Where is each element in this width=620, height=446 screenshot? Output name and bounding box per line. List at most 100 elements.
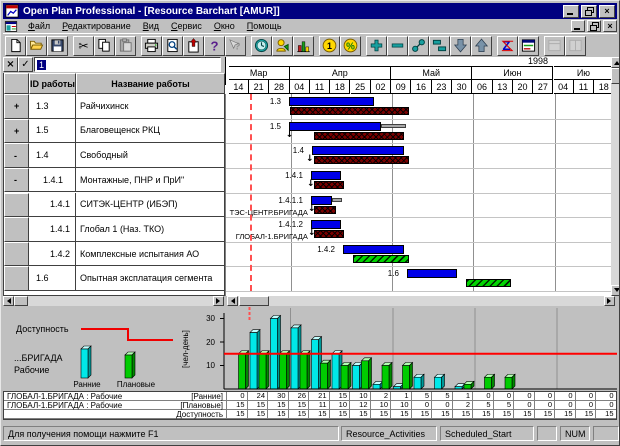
early-bar[interactable] bbox=[406, 269, 457, 279]
resource-value-cell[interactable]: 15 bbox=[226, 410, 247, 418]
resource-value-cell[interactable]: 15 bbox=[431, 410, 452, 418]
resource-value-cell[interactable]: 0 bbox=[533, 392, 555, 400]
gantt-hscrollbar[interactable] bbox=[227, 296, 615, 306]
late-bar[interactable] bbox=[313, 205, 336, 214]
row-expander[interactable]: + bbox=[4, 94, 29, 119]
resources-button[interactable] bbox=[272, 35, 293, 56]
resource-value-cell[interactable]: 15 bbox=[472, 410, 493, 418]
table-scroll-right-button[interactable] bbox=[213, 296, 224, 306]
late-bar[interactable] bbox=[313, 131, 404, 140]
resource-value-cell[interactable]: 10 bbox=[349, 392, 370, 400]
resource-value-cell[interactable]: 10 bbox=[328, 401, 350, 409]
resource-value-cell[interactable]: 15 bbox=[246, 410, 268, 418]
resource-value-cell[interactable]: 0 bbox=[472, 392, 493, 400]
mdi-restore-button[interactable] bbox=[587, 20, 601, 32]
gantt-scroll-right-button[interactable] bbox=[604, 296, 615, 306]
scroll-down-button[interactable] bbox=[611, 285, 619, 296]
early-bar[interactable] bbox=[310, 220, 341, 230]
activity-name-cell[interactable]: Глобал 1 (Наз. ТКО) bbox=[76, 217, 225, 242]
activity-name-cell[interactable]: Свободный bbox=[76, 143, 225, 168]
move-up-button[interactable] bbox=[471, 35, 492, 56]
resource-value-cell[interactable]: 0 bbox=[431, 401, 452, 409]
cost-button[interactable]: 1 bbox=[319, 35, 340, 56]
menu-Окно[interactable]: Окно bbox=[213, 21, 235, 31]
resource-value-cell[interactable]: 15 bbox=[533, 410, 555, 418]
resource-value-cell[interactable]: 30 bbox=[267, 392, 288, 400]
late-bar[interactable] bbox=[313, 180, 344, 189]
move-down-button[interactable] bbox=[450, 35, 471, 56]
resource-value-cell[interactable]: 0 bbox=[574, 401, 596, 409]
resource-value-cell[interactable]: 10 bbox=[390, 401, 411, 409]
minimize-button[interactable] bbox=[563, 4, 579, 18]
help-button[interactable]: ? bbox=[204, 35, 225, 56]
resource-value-cell[interactable]: 15 bbox=[328, 392, 350, 400]
open-folder-button[interactable] bbox=[26, 35, 47, 56]
resource-value-cell[interactable]: 2 bbox=[369, 392, 391, 400]
histogram-button[interactable] bbox=[293, 35, 314, 56]
resource-value-cell[interactable]: 1 bbox=[390, 392, 411, 400]
activity-name-cell[interactable]: Опытная эксплатация сегмента bbox=[76, 266, 225, 291]
update-button[interactable] bbox=[183, 35, 204, 56]
activity-name-cell[interactable]: Монтажные, ПНР и ПрИ" bbox=[76, 167, 225, 193]
resource-value-cell[interactable]: 15 bbox=[595, 410, 616, 418]
early-bar[interactable] bbox=[343, 244, 404, 254]
resource-value-cell[interactable]: 0 bbox=[533, 401, 555, 409]
late-bar[interactable] bbox=[290, 107, 409, 115]
print-button[interactable] bbox=[141, 35, 162, 56]
gantt-scroll-left-button[interactable] bbox=[227, 296, 238, 306]
resource-value-cell[interactable]: 15 bbox=[267, 401, 288, 409]
row-expander[interactable]: + bbox=[4, 118, 29, 144]
early-bar[interactable] bbox=[311, 146, 404, 156]
gantt-hscroll-thumb[interactable] bbox=[239, 296, 269, 306]
row-expander[interactable]: - bbox=[4, 167, 29, 193]
early-bar[interactable] bbox=[289, 97, 374, 106]
resource-value-cell[interactable]: 0 bbox=[226, 392, 247, 400]
mdi-close-button[interactable]: × bbox=[603, 20, 617, 32]
activity-id-cell[interactable]: 1.4.1 bbox=[29, 192, 76, 218]
activity-id-cell[interactable]: 1.4.2 bbox=[29, 241, 76, 267]
resource-value-cell[interactable]: 15 bbox=[554, 410, 575, 418]
time-analysis-button[interactable] bbox=[251, 35, 272, 56]
table-hscroll-thumb[interactable] bbox=[14, 296, 28, 306]
early-bar[interactable] bbox=[310, 170, 341, 180]
edit-cancel-button[interactable]: × bbox=[3, 57, 18, 72]
resource-value-cell[interactable]: 15 bbox=[267, 410, 288, 418]
resource-value-cell[interactable]: 2 bbox=[451, 401, 473, 409]
sort-z-button[interactable]: Z bbox=[497, 35, 518, 56]
resource-value-cell[interactable]: 15 bbox=[287, 410, 309, 418]
resource-value-cell[interactable]: 0 bbox=[513, 401, 534, 409]
activity-id-cell[interactable]: 1.3 bbox=[29, 94, 76, 119]
activity-name-cell[interactable]: Райчихинск bbox=[76, 94, 225, 119]
resource-value-cell[interactable]: 1 bbox=[451, 392, 473, 400]
resource-value-cell[interactable]: 21 bbox=[308, 392, 329, 400]
table-scroll-left-button[interactable] bbox=[3, 296, 14, 306]
row-expander[interactable]: - bbox=[4, 143, 29, 168]
activity-id-cell[interactable]: 1.4.1 bbox=[29, 217, 76, 242]
resource-value-cell[interactable]: 26 bbox=[287, 392, 309, 400]
resource-value-cell[interactable]: 0 bbox=[595, 401, 616, 409]
resource-value-cell[interactable]: 11 bbox=[308, 401, 329, 409]
resource-value-cell[interactable]: 15 bbox=[410, 410, 432, 418]
menu-Файл[interactable]: Файл bbox=[28, 21, 51, 31]
resource-value-cell[interactable]: 15 bbox=[574, 410, 596, 418]
resource-value-cell[interactable]: 15 bbox=[451, 410, 473, 418]
early-bar[interactable] bbox=[289, 121, 381, 131]
link-activities-button[interactable] bbox=[408, 35, 429, 56]
resource-value-cell[interactable]: 12 bbox=[349, 401, 370, 409]
copy-button[interactable] bbox=[94, 35, 115, 56]
mdi-minimize-button[interactable] bbox=[571, 20, 585, 32]
resource-value-cell[interactable]: 15 bbox=[369, 410, 391, 418]
early-bar[interactable] bbox=[310, 195, 332, 205]
resource-value-cell[interactable]: 15 bbox=[390, 410, 411, 418]
add-activity-button[interactable] bbox=[366, 35, 387, 56]
resource-value-cell[interactable]: 0 bbox=[513, 392, 534, 400]
menu-Сервис[interactable]: Сервис bbox=[171, 21, 202, 31]
activity-id-cell[interactable]: 1.4 bbox=[29, 143, 76, 168]
resource-value-cell[interactable]: 0 bbox=[595, 392, 616, 400]
menu-Вид[interactable]: Вид bbox=[142, 21, 159, 31]
late-bar[interactable] bbox=[313, 230, 344, 239]
menu-Помощь[interactable]: Помощь bbox=[246, 21, 282, 31]
restore-button[interactable] bbox=[581, 4, 597, 18]
resource-value-cell[interactable]: 0 bbox=[574, 392, 596, 400]
resource-value-cell[interactable]: 15 bbox=[226, 401, 247, 409]
